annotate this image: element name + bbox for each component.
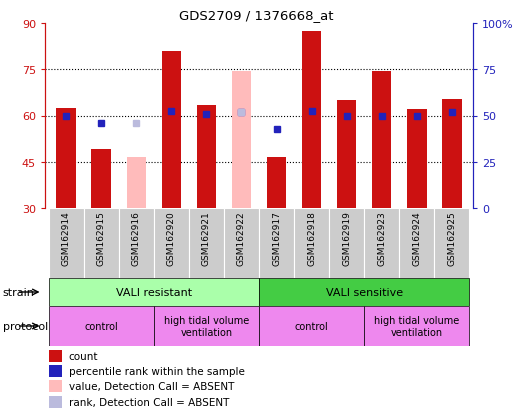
Bar (49, 278, 259, 306)
Bar (119, 209, 154, 278)
Text: value, Detection Call = ABSENT: value, Detection Call = ABSENT (69, 381, 234, 392)
Text: VALI resistant: VALI resistant (116, 287, 192, 297)
Bar (189, 209, 224, 278)
Bar (84, 209, 119, 278)
Text: strain: strain (3, 287, 34, 297)
Bar (232, 71, 251, 209)
Bar (162, 52, 181, 209)
Text: rank, Detection Call = ABSENT: rank, Detection Call = ABSENT (69, 397, 229, 407)
Bar (294, 209, 329, 278)
Text: percentile rank within the sample: percentile rank within the sample (69, 366, 244, 376)
Text: GSM162914: GSM162914 (62, 211, 71, 265)
Bar (49, 306, 154, 346)
Bar (364, 306, 469, 346)
Bar (407, 110, 426, 209)
Bar (127, 158, 146, 209)
Text: VALI sensitive: VALI sensitive (326, 287, 403, 297)
Bar (435, 209, 469, 278)
Text: high tidal volume
ventilation: high tidal volume ventilation (164, 316, 249, 337)
Bar (329, 209, 364, 278)
Text: GSM162915: GSM162915 (96, 211, 106, 265)
Bar (337, 101, 357, 209)
Bar (154, 306, 259, 346)
Bar (49, 350, 62, 362)
Bar (259, 306, 364, 346)
Text: GSM162922: GSM162922 (237, 211, 246, 265)
Text: GSM162924: GSM162924 (412, 211, 421, 265)
Text: GSM162921: GSM162921 (202, 211, 211, 265)
Bar (49, 209, 84, 278)
Bar (91, 150, 111, 209)
Bar (49, 396, 62, 408)
Bar (302, 32, 321, 209)
Bar (49, 380, 62, 392)
Text: GSM162916: GSM162916 (132, 211, 141, 265)
Bar (49, 365, 62, 377)
Text: GSM162919: GSM162919 (342, 211, 351, 265)
Bar (259, 209, 294, 278)
Text: GSM162925: GSM162925 (447, 211, 457, 265)
Bar (154, 209, 189, 278)
Bar (56, 109, 76, 209)
Bar (267, 158, 286, 209)
Text: GSM162917: GSM162917 (272, 211, 281, 265)
Bar (364, 209, 399, 278)
Bar (224, 209, 259, 278)
Bar (196, 105, 216, 209)
Text: high tidal volume
ventilation: high tidal volume ventilation (374, 316, 460, 337)
Bar (259, 278, 469, 306)
Text: protocol: protocol (3, 321, 48, 331)
Text: count: count (69, 351, 98, 361)
Text: GDS2709 / 1376668_at: GDS2709 / 1376668_at (179, 9, 334, 22)
Text: GSM162920: GSM162920 (167, 211, 176, 265)
Bar (442, 99, 462, 209)
Text: GSM162918: GSM162918 (307, 211, 316, 265)
Text: control: control (295, 321, 328, 331)
Text: control: control (84, 321, 118, 331)
Bar (399, 209, 435, 278)
Bar (372, 71, 391, 209)
Text: GSM162923: GSM162923 (377, 211, 386, 265)
